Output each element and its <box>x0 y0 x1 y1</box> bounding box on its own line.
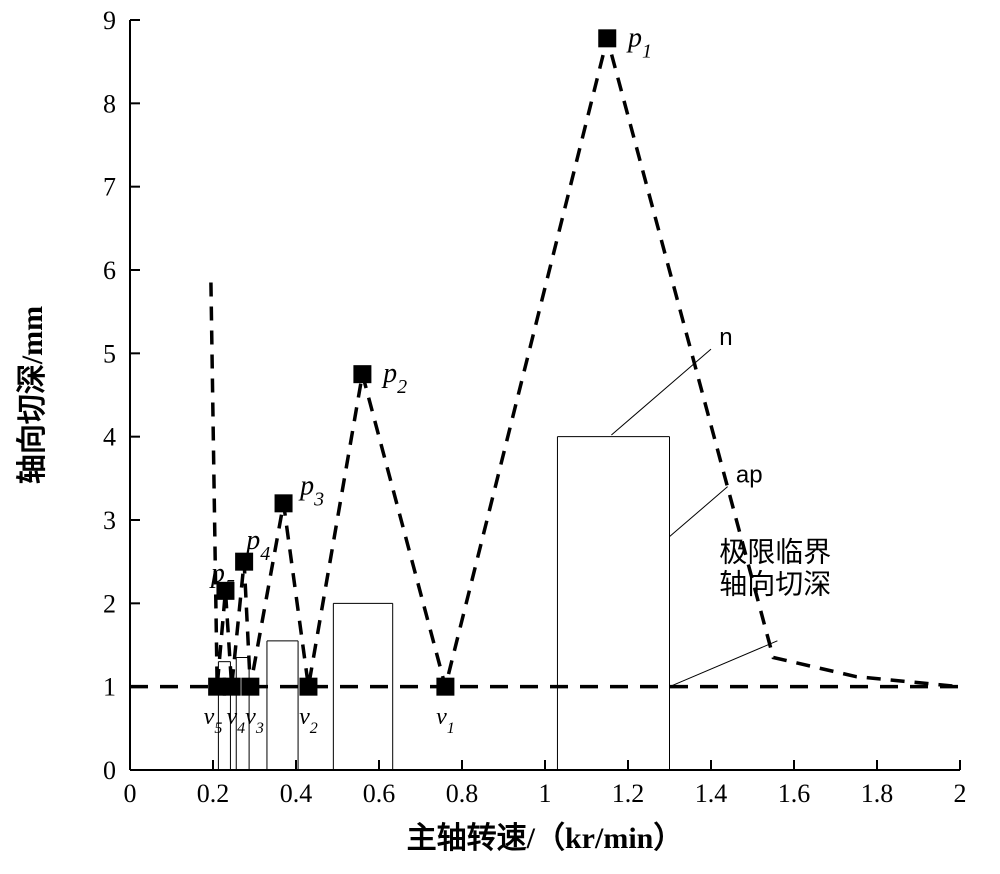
x-tick-label: 1 <box>539 779 552 808</box>
x-tick-label: 0.2 <box>197 779 230 808</box>
x-tick-label: 0.8 <box>446 779 479 808</box>
data-marker <box>223 678 241 696</box>
x-tick-label: 1.4 <box>695 779 728 808</box>
data-marker <box>299 678 317 696</box>
valley-label-v2: v2 <box>299 704 318 737</box>
x-tick-label: 2 <box>954 779 967 808</box>
valley-label-v5: v5 <box>204 704 223 737</box>
y-tick-label: 6 <box>103 256 116 285</box>
x-tick-label: 0 <box>124 779 137 808</box>
callout-leader-ap <box>670 487 728 537</box>
inscribed-rect-2 <box>267 641 298 770</box>
data-marker <box>275 494 293 512</box>
data-marker <box>598 29 616 47</box>
y-tick-label: 5 <box>103 339 116 368</box>
y-axis-label: 轴向切深/mm <box>16 306 49 484</box>
callout-ap: ap <box>736 462 763 489</box>
data-marker <box>241 678 259 696</box>
y-tick-label: 2 <box>103 589 116 618</box>
y-tick-label: 9 <box>103 6 116 35</box>
peak-label-p2: p2 <box>381 358 407 398</box>
chart-svg: 0 0.2 0.4 0.6 0.8 1 1.2 1.4 1.6 1.8 2 0 1 2 3 4 5 6 7 8 9 轴向切… <box>0 0 1000 874</box>
x-axis-label: 主轴转速/（kr/min） <box>407 821 684 855</box>
peak-label-p3: p3 <box>298 471 324 511</box>
peak-label-p1: p1 <box>626 22 652 62</box>
y-tick-label: 0 <box>103 756 116 785</box>
data-marker <box>353 365 371 383</box>
limit-label-line2: 轴向切深 <box>719 569 831 601</box>
valley-label-v1: v1 <box>436 704 455 737</box>
x-tick-label: 0.4 <box>280 779 313 808</box>
y-tick-label: 4 <box>103 423 116 452</box>
y-tick-label: 7 <box>103 173 116 202</box>
x-tick-label: 1.8 <box>861 779 894 808</box>
limit-label-line1: 极限临界 <box>719 537 831 569</box>
callout-n: n <box>719 324 732 351</box>
data-marker <box>436 678 454 696</box>
callout-leader-n <box>611 349 711 435</box>
x-tick-label: 1.6 <box>778 779 811 808</box>
x-tick-label: 0.6 <box>363 779 396 808</box>
stability-lobe-curve <box>211 38 960 686</box>
y-tick-label: 8 <box>103 89 116 118</box>
stability-lobe-chart: 0 0.2 0.4 0.6 0.8 1 1.2 1.4 1.6 1.8 2 0 1 2 3 4 5 6 7 8 9 轴向切… <box>0 0 1000 874</box>
y-tick-label: 1 <box>103 673 116 702</box>
valley-label-v3: v3 <box>245 704 264 737</box>
x-tick-label: 1.2 <box>612 779 645 808</box>
inscribed-rect-4 <box>557 437 669 770</box>
y-tick-label: 3 <box>103 506 116 535</box>
callout-leader-limit <box>670 641 778 687</box>
